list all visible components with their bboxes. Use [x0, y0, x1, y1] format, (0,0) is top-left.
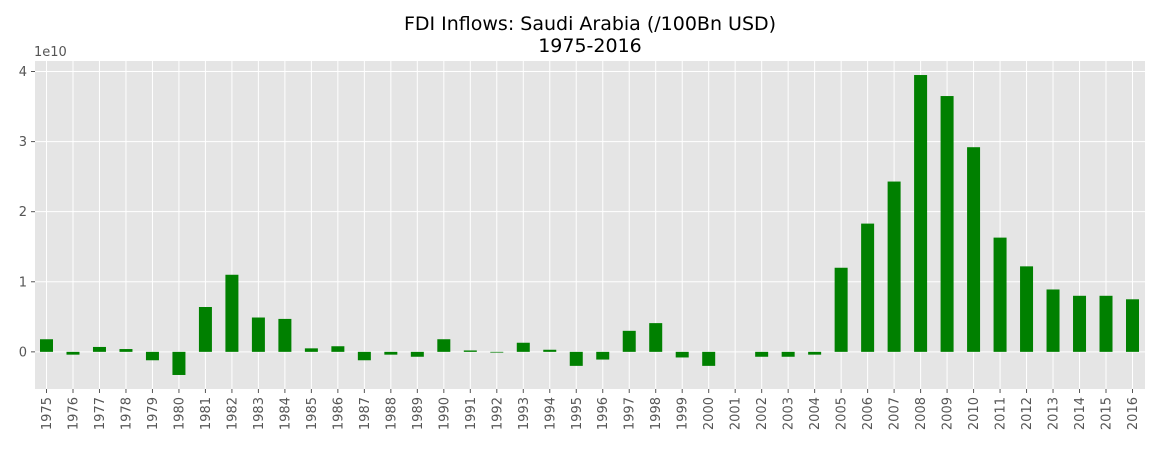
bar-2016 [1126, 299, 1139, 352]
bar-1976 [66, 351, 80, 355]
bar-1988 [384, 351, 398, 355]
bar-1979 [145, 351, 159, 361]
x-tick-label-2010: 2010 [967, 397, 982, 430]
bar-2007 [887, 181, 901, 352]
bar-2012 [1020, 266, 1034, 352]
bar-1995 [569, 351, 583, 366]
x-tick-label-2000: 2000 [702, 397, 717, 430]
bar-1998 [649, 323, 663, 352]
bar-2002 [755, 351, 769, 357]
bar-1978 [119, 349, 133, 352]
x-tick-label-1988: 1988 [384, 397, 399, 430]
bar-2005 [834, 267, 848, 352]
bar-1994 [543, 349, 557, 352]
x-tick-label-2006: 2006 [861, 397, 876, 430]
bar-1984 [278, 318, 292, 352]
x-tick-label-1976: 1976 [66, 397, 81, 430]
bar-2010 [967, 147, 981, 352]
x-tick-label-1977: 1977 [93, 397, 108, 430]
bar-1977 [92, 346, 106, 352]
bar-1999 [675, 351, 689, 358]
bar-2015 [1099, 295, 1113, 352]
x-axis: 1975 1976 1977 1978 1979 1980 1981 1982 1983 1984… [40, 389, 1141, 430]
y-axis: 0 1 2 3 4 [19, 65, 35, 360]
chart-title: FDI Inflows: Saudi Arabia (/100Bn USD) [404, 13, 776, 35]
bar-2004 [808, 351, 822, 355]
bar-1992 [490, 351, 504, 353]
bar-1997 [622, 330, 636, 352]
x-tick-label-1998: 1998 [649, 397, 664, 430]
x-tick-label-1994: 1994 [543, 397, 558, 430]
bar-1986 [331, 346, 345, 352]
bar-2009 [940, 96, 954, 352]
bar-1996 [596, 351, 610, 360]
x-tick-label-1996: 1996 [596, 397, 611, 430]
x-tick-label-2013: 2013 [1047, 397, 1062, 430]
x-tick-label-1985: 1985 [305, 397, 320, 430]
bar-2003 [781, 351, 795, 357]
x-tick-label-1987: 1987 [358, 397, 373, 430]
bar-2011 [993, 237, 1007, 352]
x-tick-label-1995: 1995 [570, 397, 585, 430]
x-tick-label-1990: 1990 [437, 397, 452, 430]
x-tick-label-1983: 1983 [252, 397, 267, 430]
bar-1975 [40, 339, 53, 352]
x-tick-label-2002: 2002 [755, 397, 770, 430]
bars [40, 75, 1139, 375]
y-tick-label: 2 [19, 205, 27, 220]
y-offset-label: 1e10 [34, 45, 67, 60]
bar-2006 [861, 223, 875, 352]
x-tick-label-2004: 2004 [808, 397, 823, 430]
x-tick-label-1993: 1993 [517, 397, 532, 430]
bar-1987 [357, 351, 371, 361]
y-tick-label: 4 [19, 65, 27, 80]
x-tick-label-1979: 1979 [146, 397, 161, 430]
bar-1980 [172, 351, 186, 375]
x-tick-label-2001: 2001 [729, 397, 744, 430]
x-tick-label-2008: 2008 [914, 397, 929, 430]
bar-2013 [1046, 289, 1060, 352]
y-tick-label: 3 [19, 135, 27, 150]
x-tick-label-2015: 2015 [1100, 397, 1115, 430]
x-tick-label-2007: 2007 [888, 397, 903, 430]
bar-2000 [702, 351, 716, 366]
x-tick-label-1978: 1978 [119, 397, 134, 430]
x-tick-label-1984: 1984 [278, 397, 293, 430]
chart-subtitle: 1975-2016 [538, 35, 642, 57]
x-tick-label-1991: 1991 [464, 397, 479, 430]
x-tick-label-1999: 1999 [676, 397, 691, 430]
x-tick-label-2016: 2016 [1126, 397, 1141, 430]
bar-2014 [1073, 295, 1087, 352]
x-tick-label-1975: 1975 [40, 397, 55, 430]
x-tick-label-1989: 1989 [411, 397, 426, 430]
bar-1983 [251, 317, 265, 352]
bar-1982 [225, 274, 239, 352]
x-tick-label-1981: 1981 [199, 397, 214, 430]
x-tick-label-1992: 1992 [490, 397, 505, 430]
y-tick-label: 0 [19, 345, 27, 360]
bar-1991 [463, 350, 477, 352]
y-tick-label: 1 [19, 275, 27, 290]
bar-1981 [198, 307, 212, 352]
bar-1993 [516, 342, 530, 352]
bar-1990 [437, 339, 451, 352]
x-tick-label-2009: 2009 [941, 397, 956, 430]
plot-background [35, 61, 1145, 389]
x-tick-label-2012: 2012 [1020, 397, 1035, 430]
bar-2008 [914, 75, 928, 352]
x-tick-label-2005: 2005 [835, 397, 850, 430]
x-tick-label-1986: 1986 [331, 397, 346, 430]
x-tick-label-2011: 2011 [994, 397, 1009, 430]
x-tick-label-1997: 1997 [623, 397, 638, 430]
x-tick-label-2003: 2003 [782, 397, 797, 430]
bar-1985 [304, 348, 318, 352]
x-tick-label-2014: 2014 [1073, 397, 1088, 430]
bar-1989 [410, 351, 424, 357]
x-tick-label-1980: 1980 [172, 397, 187, 430]
x-tick-label-1982: 1982 [225, 397, 240, 430]
